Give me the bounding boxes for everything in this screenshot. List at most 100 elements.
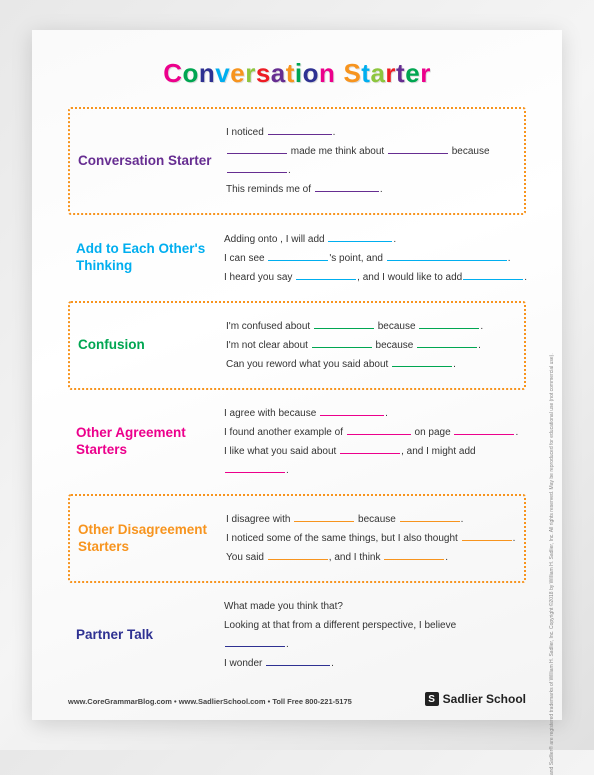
- fill-blank: [225, 464, 285, 473]
- fill-blank: [419, 320, 479, 329]
- fill-blank: [268, 551, 328, 560]
- prompt-line: What made you think that?: [224, 597, 518, 616]
- prompt-line: I can see 's point, and .: [224, 249, 527, 268]
- prompt-text: on page: [412, 427, 454, 438]
- prompt-text: I found another example of: [224, 427, 346, 438]
- prompt-line: I agree with because .: [224, 404, 518, 423]
- prompt-text: because: [449, 146, 490, 157]
- fill-blank: [315, 183, 379, 192]
- prompt-line: I like what you said about , and I might…: [224, 442, 518, 461]
- prompt-line: .: [224, 635, 518, 654]
- prompt-text: .: [288, 165, 291, 176]
- prompt-line: I found another example of on page .: [224, 423, 518, 442]
- fill-blank: [312, 339, 372, 348]
- prompt-text: made me think about: [288, 146, 387, 157]
- fill-blank: [384, 551, 444, 560]
- fill-blank: [266, 657, 330, 666]
- fill-blank: [296, 271, 356, 280]
- prompt-line: I heard you say , and I would like to ad…: [224, 268, 527, 287]
- prompt-text: .: [385, 408, 388, 419]
- section-body: Adding onto , I will add .I can see 's p…: [224, 230, 527, 287]
- prompt-line: made me think about because: [226, 142, 516, 161]
- prompt-text: I like what you said about: [224, 446, 339, 457]
- prompt-text: .: [380, 184, 383, 195]
- fill-blank: [268, 126, 332, 135]
- fill-blank: [268, 252, 328, 261]
- section-label: Confusion: [78, 337, 226, 354]
- page-title: Conversation Starter: [68, 58, 526, 89]
- prompt-text: .: [524, 272, 527, 283]
- sadlier-s-icon: S: [425, 692, 439, 706]
- section-row: Other Agreement StartersI agree with bec…: [68, 390, 526, 494]
- section-label: Partner Talk: [76, 627, 224, 644]
- prompt-text: .: [513, 533, 516, 544]
- prompt-line: .: [226, 161, 516, 180]
- prompt-text: Adding onto , I will add: [224, 234, 327, 245]
- section-row: Other Disagreement StartersI disagree wi…: [68, 494, 526, 583]
- footer-logo: S Sadlier School: [425, 692, 526, 706]
- prompt-line: I noticed some of the same things, but I…: [226, 529, 516, 548]
- prompt-text: , and I think: [329, 552, 383, 563]
- prompt-text: .: [331, 658, 334, 669]
- fill-blank: [417, 339, 477, 348]
- fill-blank: [227, 145, 287, 154]
- prompt-text: .: [515, 427, 518, 438]
- section-label: Other Agreement Starters: [76, 425, 224, 459]
- section-label: Add to Each Other's Thinking: [76, 241, 224, 275]
- prompt-text: because: [355, 514, 398, 525]
- prompt-text: .: [478, 340, 481, 351]
- prompt-text: I noticed some of the same things, but I…: [226, 533, 461, 544]
- fill-blank: [320, 407, 384, 416]
- fill-blank: [388, 145, 448, 154]
- fill-blank: [463, 271, 523, 280]
- prompt-text: 's point, and: [329, 253, 385, 264]
- copyright-side-text: and Sadlier® are registered trademarks o…: [549, 375, 555, 775]
- prompt-line: Can you reword what you said about .: [226, 355, 516, 374]
- prompt-text: , and I might add: [401, 446, 476, 457]
- section-body: I agree with because .I found another ex…: [224, 404, 518, 480]
- section-body: I noticed . made me think about because.…: [226, 123, 516, 199]
- prompt-text: .: [333, 127, 336, 138]
- prompt-text: Can you reword what you said about: [226, 359, 391, 370]
- fill-blank: [294, 513, 354, 522]
- prompt-text: .: [445, 552, 448, 563]
- prompt-text: I noticed: [226, 127, 267, 138]
- section-body: I disagree with because .I noticed some …: [226, 510, 516, 567]
- fill-blank: [400, 513, 460, 522]
- footer-left-text: www.CoreGrammarBlog.com • www.SadlierSch…: [68, 697, 352, 706]
- prompt-text: .: [393, 234, 396, 245]
- section-row: Partner Talk What made you think that? Loo…: [68, 583, 526, 687]
- fill-blank: [227, 164, 287, 173]
- prompt-text: This reminds me of: [226, 184, 314, 195]
- fill-blank: [340, 445, 400, 454]
- section-body: I'm confused about because .I'm not clea…: [226, 317, 516, 374]
- fill-blank: [347, 426, 411, 435]
- prompt-line: I noticed .: [226, 123, 516, 142]
- prompt-line: .: [224, 461, 518, 480]
- prompt-line: Adding onto , I will add .: [224, 230, 527, 249]
- section-label: Conversation Starter: [78, 153, 226, 170]
- prompt-text: I disagree with: [226, 514, 293, 525]
- prompt-line: I'm not clear about because .: [226, 336, 516, 355]
- prompt-text: I heard you say: [224, 272, 295, 283]
- prompt-text: .: [286, 639, 289, 650]
- section-row: ConfusionI'm confused about because .I'm…: [68, 301, 526, 390]
- prompt-text: because: [373, 340, 416, 351]
- prompt-text: You said: [226, 552, 267, 563]
- footer-logo-text: Sadlier School: [443, 692, 526, 706]
- prompt-text: I'm confused about: [226, 321, 313, 332]
- section-row: Conversation StarterI noticed . made me …: [68, 107, 526, 215]
- prompt-text: What made you think that?: [224, 601, 343, 612]
- prompt-text: .: [453, 359, 456, 370]
- prompt-text: , and I would like to add: [357, 272, 462, 283]
- prompt-line: I'm confused about because .: [226, 317, 516, 336]
- prompt-text: I can see: [224, 253, 267, 264]
- fill-blank: [392, 358, 452, 367]
- prompt-text: I wonder: [224, 658, 265, 669]
- prompt-text: .: [286, 465, 289, 476]
- prompt-text: I'm not clear about: [226, 340, 311, 351]
- prompt-text: .: [461, 514, 464, 525]
- prompt-text: because: [375, 321, 418, 332]
- prompt-text: Looking at that from a different perspec…: [224, 620, 456, 631]
- fill-blank: [387, 252, 507, 261]
